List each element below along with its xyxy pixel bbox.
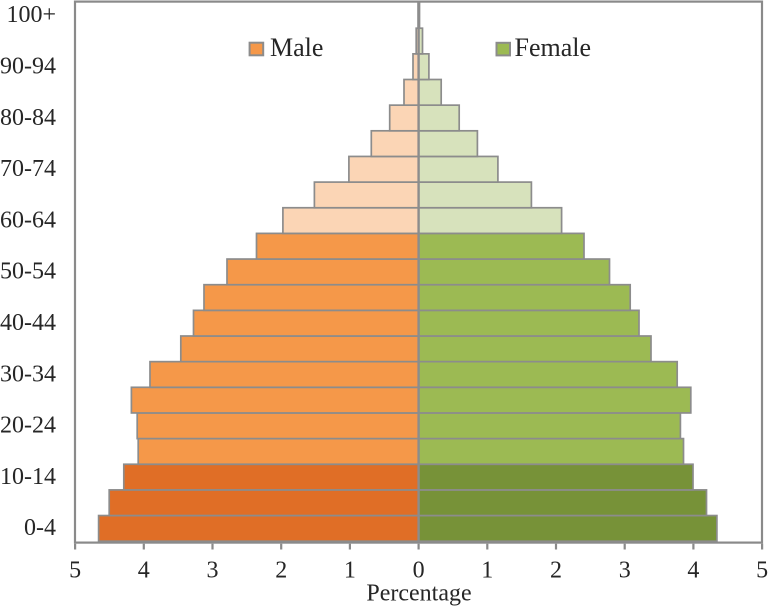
svg-text:5: 5 [756,557,768,583]
svg-text:0: 0 [413,557,425,583]
svg-text:4: 4 [687,557,699,583]
svg-text:60-64: 60-64 [0,207,56,233]
svg-text:70-74: 70-74 [0,156,56,182]
svg-text:80-84: 80-84 [0,105,56,131]
svg-text:2: 2 [275,557,287,583]
svg-text:50-54: 50-54 [0,259,56,285]
svg-text:1: 1 [481,557,493,583]
svg-text:2: 2 [550,557,562,583]
svg-text:3: 3 [207,557,219,583]
svg-text:10-14: 10-14 [0,464,56,490]
svg-text:3: 3 [619,557,631,583]
svg-text:0-4: 0-4 [24,515,56,541]
svg-text:30-34: 30-34 [0,361,56,387]
svg-text:5: 5 [69,557,81,583]
svg-text:Male: Male [270,33,323,62]
svg-text:40-44: 40-44 [0,310,56,336]
svg-text:20-24: 20-24 [0,413,56,439]
svg-text:1: 1 [344,557,356,583]
svg-text:100+: 100+ [6,2,56,28]
svg-text:4: 4 [138,557,150,583]
svg-text:90-94: 90-94 [0,54,56,80]
svg-text:Female: Female [515,33,592,62]
svg-text:Percentage: Percentage [366,581,471,607]
